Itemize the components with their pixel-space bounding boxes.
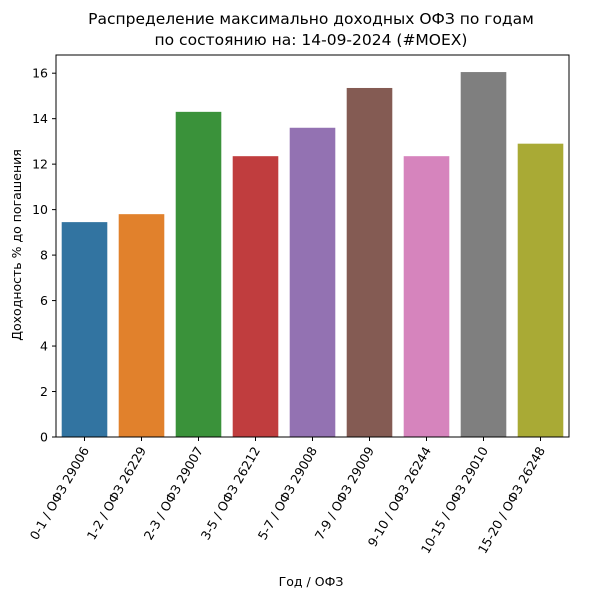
y-tick-label: 14 (32, 111, 48, 126)
chart-title-line-1: Распределение максимально доходных ОФЗ п… (88, 10, 534, 28)
y-axis: 0 2 4 6 8 10 12 14 16 (32, 66, 56, 445)
y-tick-label: 8 (40, 248, 48, 263)
x-tick-label: 9-10 / ОФЗ 26244 (365, 444, 434, 549)
x-axis-label: Год / ОФЗ (279, 574, 344, 589)
bar-2 (118, 214, 165, 437)
y-tick-label: 2 (40, 384, 48, 399)
plot-frame (55, 54, 570, 438)
y-tick-label: 16 (32, 66, 48, 81)
bars-group (61, 72, 564, 438)
x-tick-label: 1-2 / ОФЗ 26229 (84, 444, 149, 542)
bar-3 (175, 111, 222, 437)
x-tick-label: 3-5 / ОФЗ 26212 (198, 444, 263, 542)
x-tick-label: 5-7 / ОФЗ 29008 (255, 444, 320, 542)
x-tick-label: 2-3 / ОФЗ 29007 (141, 444, 206, 542)
y-tick-label: 0 (40, 430, 48, 445)
y-tick-label: 12 (32, 157, 48, 172)
bar-5 (289, 127, 336, 437)
bar-9 (517, 143, 564, 437)
y-axis-label: Доходность % до погашения (9, 149, 24, 341)
bar-8 (460, 72, 507, 437)
x-tick-label: 0-1 / ОФЗ 29006 (27, 444, 92, 542)
chart-title: Распределение максимально доходных ОФЗ п… (88, 10, 534, 49)
y-tick-label: 10 (32, 202, 48, 217)
chart-title-line-2: по состоянию на: 14-09-2024 (#MOEX) (155, 31, 468, 49)
x-tick-label: 7-9 / ОФЗ 29009 (312, 444, 377, 542)
bar-6 (346, 87, 393, 437)
bar-1 (61, 222, 108, 437)
bar-7 (403, 156, 450, 438)
y-tick-label: 4 (40, 339, 48, 354)
bar-4 (232, 156, 279, 438)
y-tick-label: 6 (40, 293, 48, 308)
